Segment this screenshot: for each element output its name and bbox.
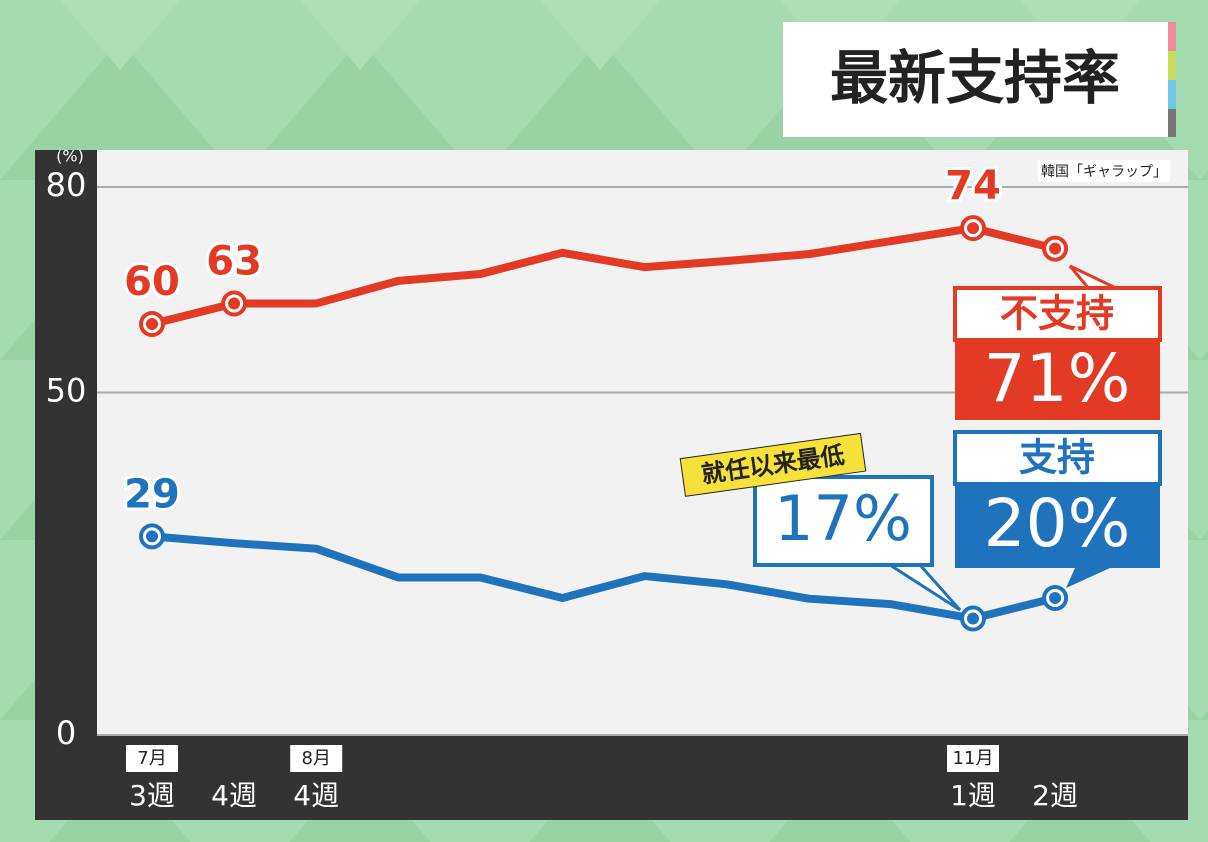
- value-label: 60: [124, 259, 180, 305]
- callout-body: [955, 484, 1160, 568]
- source: 韓国「ギャラップ」: [1041, 164, 1167, 180]
- x-tick-label: 2週: [1032, 779, 1078, 812]
- value-label: 20%: [984, 485, 1131, 562]
- marker-ring: [143, 315, 161, 333]
- x-tick-label: 3週: [129, 779, 175, 812]
- x-tick-label: 4週: [211, 779, 257, 812]
- marker-ring: [1046, 589, 1065, 607]
- value-label: 63: [206, 238, 262, 284]
- marker-ring: [964, 609, 982, 628]
- callout-box: [753, 475, 934, 567]
- series-line: [151, 224, 1057, 328]
- legend-label: 不支持: [1000, 292, 1114, 336]
- value-label: 17%: [774, 482, 912, 555]
- marker-ring: [225, 294, 244, 313]
- marker-ring: [1046, 239, 1065, 258]
- month-label: 7月: [137, 748, 166, 769]
- month-bg: [290, 745, 343, 772]
- month-label: 8月: [301, 748, 330, 769]
- month-label: 11月: [953, 748, 994, 769]
- y-tick-label: 0: [56, 714, 76, 752]
- value-label: 71%: [984, 340, 1131, 417]
- y-axis-bar: [35, 150, 97, 820]
- marker-ring: [143, 527, 161, 546]
- month-bg: [947, 745, 999, 772]
- title-box: 最新支持率: [783, 22, 1176, 137]
- source-bg: [1038, 160, 1170, 182]
- series-line: [151, 532, 1057, 623]
- y-unit: (%): [56, 147, 84, 166]
- annotation-bg: [679, 432, 867, 497]
- value-label: 74: [945, 163, 1001, 209]
- x-tick-label: 1週: [950, 779, 996, 812]
- callout-blue: 支持 20%: [953, 430, 1162, 588]
- stripe: [1168, 109, 1176, 137]
- marker-ring: [964, 219, 982, 238]
- stripe: [1168, 22, 1176, 51]
- y-tick-label: 50: [46, 372, 87, 410]
- stripe: [1168, 51, 1176, 80]
- legend-label: 支持: [1019, 436, 1095, 480]
- callout-red: 不支持 71%: [953, 264, 1162, 420]
- title-bg: [783, 22, 1168, 137]
- value-label: 29: [124, 471, 180, 517]
- y-tick-label: 80: [46, 166, 87, 204]
- x-axis-bar: [35, 735, 1188, 820]
- chart-title: 最新支持率: [830, 44, 1120, 112]
- month-bg: [126, 745, 178, 772]
- stripe: [1168, 80, 1176, 109]
- x-tick-label: 4週: [293, 779, 339, 812]
- callout-body: [955, 340, 1160, 420]
- callout-pointer: [1066, 568, 1110, 588]
